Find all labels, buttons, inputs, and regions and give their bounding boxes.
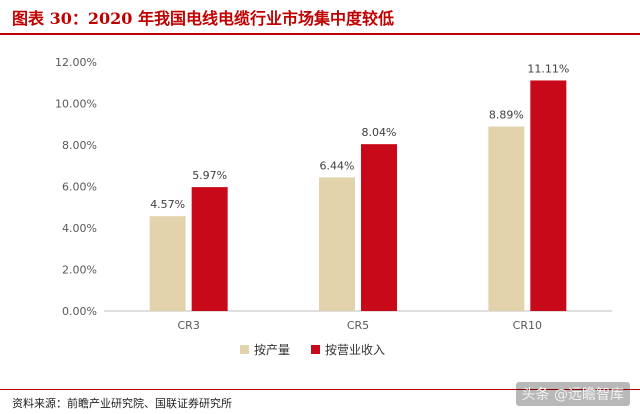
y-tick-label: 2.00% bbox=[62, 264, 97, 277]
source-note: 资料来源：前瞻产业研究院、国联证券研究所 bbox=[12, 397, 232, 410]
y-tick-label: 10.00% bbox=[55, 98, 97, 111]
data-label: 5.97% bbox=[192, 169, 227, 182]
bar-chart: 0.00% 2.00% 4.00% 6.00% 8.00% 10.00% 12.00% 4.5… bbox=[55, 56, 612, 357]
bar-cr3-series-1 bbox=[191, 187, 228, 311]
data-label: 8.04% bbox=[362, 126, 397, 139]
x-category-label: CR3 bbox=[178, 319, 200, 332]
data-label: 4.57% bbox=[150, 198, 185, 211]
legend-swatch bbox=[240, 345, 249, 354]
data-label: 11.11% bbox=[527, 62, 569, 75]
legend-label: 按营业收入 bbox=[325, 343, 385, 357]
legend-swatch bbox=[311, 345, 320, 354]
chart-title: 图表 30：2020 年我国电线电缆行业市场集中度较低 bbox=[12, 9, 394, 28]
y-tick-label: 4.00% bbox=[62, 222, 97, 235]
legend-label: 按产量 bbox=[254, 343, 290, 357]
y-tick-label: 6.00% bbox=[62, 181, 97, 194]
bar-cr10-series-1 bbox=[530, 80, 567, 311]
data-label: 8.89% bbox=[489, 109, 524, 122]
watermark: 头条 @远瞻智库 bbox=[515, 382, 630, 406]
x-category-label: CR5 bbox=[347, 319, 369, 332]
x-category-label: CR10 bbox=[513, 319, 542, 332]
bar-cr3-series-0 bbox=[149, 216, 186, 311]
y-tick-label: 0.00% bbox=[62, 305, 97, 318]
footer-divider bbox=[0, 389, 640, 390]
y-tick-label: 12.00% bbox=[55, 56, 97, 69]
data-label: 6.44% bbox=[320, 159, 355, 172]
title-divider bbox=[0, 33, 640, 35]
bar-cr10-series-0 bbox=[488, 126, 525, 311]
bar-cr5-series-1 bbox=[361, 144, 397, 311]
y-tick-label: 8.00% bbox=[62, 139, 97, 152]
bar-cr5-series-0 bbox=[319, 177, 355, 311]
